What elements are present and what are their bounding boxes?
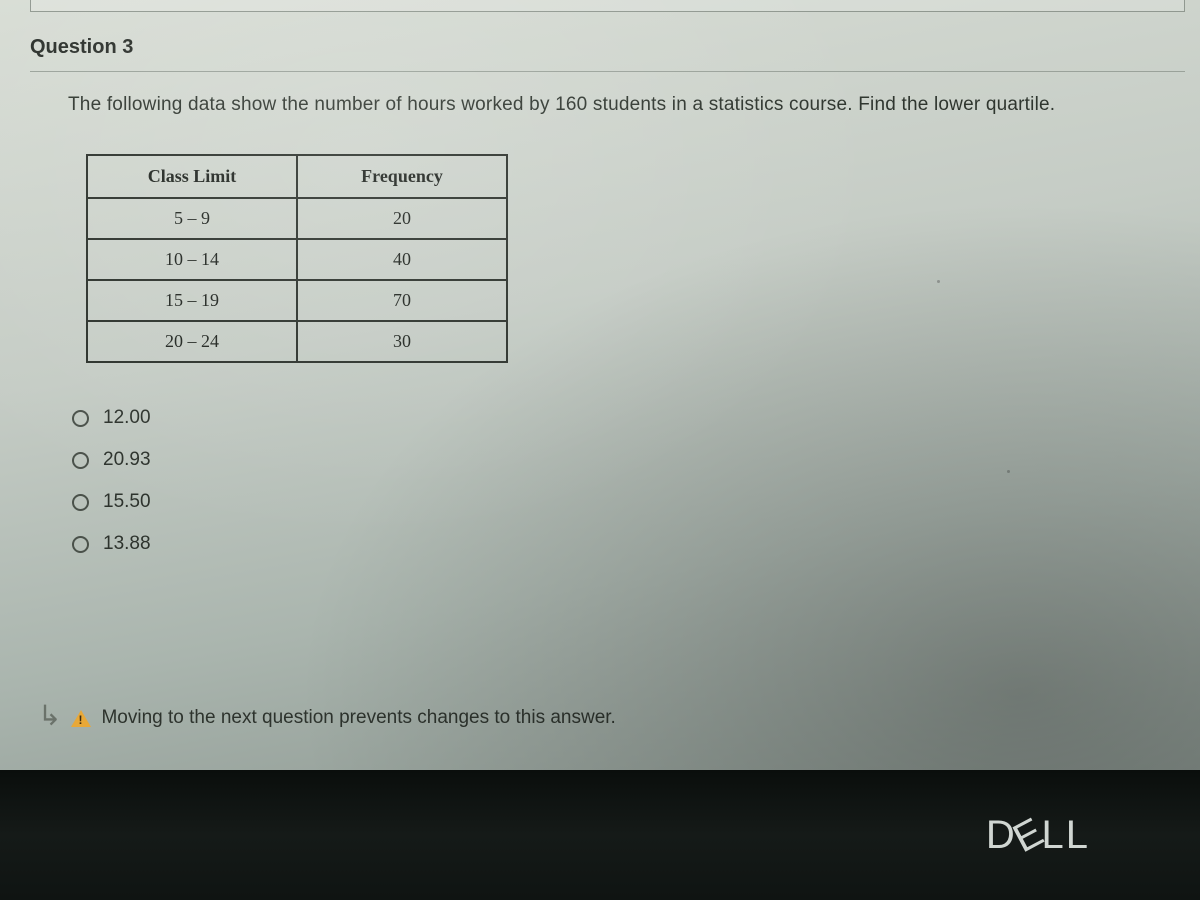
table-cell: 5 – 9 [87,198,297,239]
dust-speck [937,280,940,283]
warning-triangle-icon [71,710,91,727]
dust-speck [1007,470,1010,473]
dell-logo: DELL [986,813,1090,858]
radio-icon[interactable] [72,536,89,553]
frequency-table: Class Limit Frequency 5 – 9 20 10 – 14 4… [86,154,508,363]
table-cell: 20 – 24 [87,321,297,362]
answer-option-label: 13.88 [103,533,151,555]
answer-option-3[interactable]: 15.50 [72,491,1185,513]
answer-option-2[interactable]: 20.93 [72,449,1185,471]
question-title: Question 3 [30,30,1185,72]
table-cell: 15 – 19 [87,280,297,321]
question-prompt: The following data show the number of ho… [68,94,1185,116]
answer-option-1[interactable]: 12.00 [72,407,1185,429]
answer-options: 12.00 20.93 15.50 13.88 [72,407,1185,555]
table-cell: 40 [297,239,507,280]
radio-icon[interactable] [72,452,89,469]
radio-icon[interactable] [72,410,89,427]
table-row: 5 – 9 20 [87,198,507,239]
warning-text: Moving to the next question prevents cha… [101,707,615,729]
answer-option-4[interactable]: 13.88 [72,533,1185,555]
table-header-class-limit: Class Limit [87,155,297,198]
table-row: 15 – 19 70 [87,280,507,321]
table-cell: 70 [297,280,507,321]
reply-arrow-icon: ↳ [38,702,61,730]
answer-option-label: 20.93 [103,449,151,471]
table-header-row: Class Limit Frequency [87,155,507,198]
table-cell: 20 [297,198,507,239]
table-cell: 30 [297,321,507,362]
answer-option-label: 12.00 [103,407,151,429]
quiz-screen: Question 3 The following data show the n… [0,0,1200,770]
question-panel: Question 3 The following data show the n… [30,30,1185,575]
table-row: 20 – 24 30 [87,321,507,362]
monitor-bezel: DELL [0,770,1200,900]
table-row: 10 – 14 40 [87,239,507,280]
navigation-warning: ↳ Moving to the next question prevents c… [38,704,616,732]
answer-option-label: 15.50 [103,491,151,513]
logo-letter: L [1066,813,1090,858]
question-body: The following data show the number of ho… [30,72,1185,555]
table-header-frequency: Frequency [297,155,507,198]
previous-question-panel-edge [30,0,1185,12]
radio-icon[interactable] [72,494,89,511]
table-cell: 10 – 14 [87,239,297,280]
